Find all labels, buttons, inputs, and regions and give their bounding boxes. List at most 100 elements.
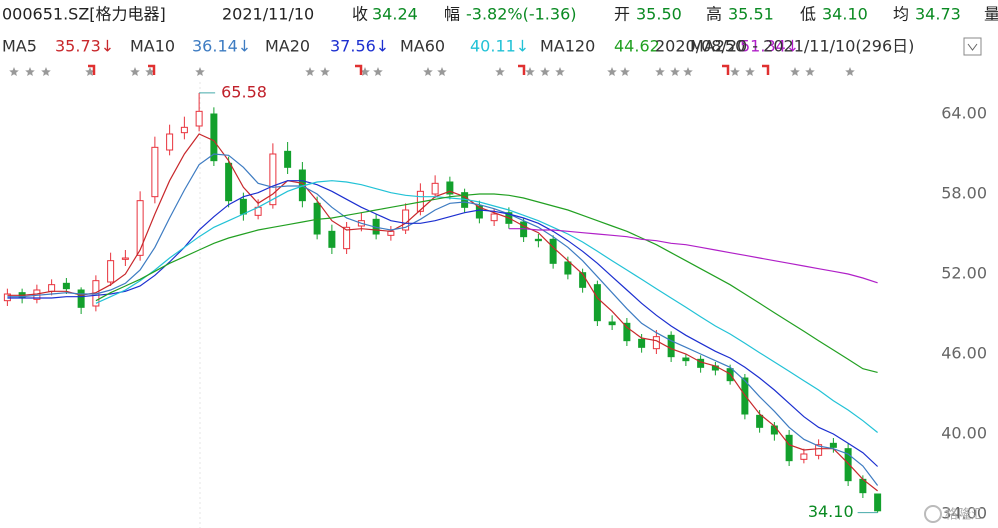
signal-star	[305, 67, 315, 76]
y-tick-label: 52.00	[941, 264, 987, 283]
candle-body	[195, 110, 203, 127]
candle-body	[107, 260, 115, 283]
legend-value: 36.14↓	[192, 37, 251, 56]
legend-value: 40.11↓	[470, 37, 529, 56]
y-tick-label: 46.00	[941, 344, 987, 363]
candle-body	[564, 261, 572, 275]
legend-name: MA60	[400, 37, 445, 56]
ma-line	[508, 228, 878, 284]
quote-label: 开	[614, 5, 630, 24]
legend-value: 44.62	[614, 37, 660, 56]
legend-name: MA20	[265, 37, 310, 56]
candle-body	[593, 284, 601, 322]
signal-star	[805, 67, 815, 76]
signal-star	[555, 67, 565, 76]
legend-value: 37.56↓	[330, 37, 389, 56]
signal-star	[525, 67, 535, 76]
candle-body	[756, 414, 764, 428]
ma-line	[95, 180, 878, 433]
candle-body	[667, 334, 675, 358]
signal-star	[130, 67, 140, 76]
candle-body	[770, 425, 778, 435]
plot-area: 64.00 58.00 52.00 46.00 40.00 34.00 65.58 34.10	[3, 82, 987, 523]
date: 2021/11/10	[222, 5, 314, 24]
candle-body	[210, 113, 218, 162]
candle-body	[623, 322, 631, 342]
candle-body	[3, 293, 11, 302]
candle-body	[446, 181, 454, 195]
candle-body	[225, 162, 233, 202]
candle-body	[239, 198, 247, 215]
signal-star	[540, 67, 550, 76]
y-tick-label: 64.00	[941, 104, 987, 123]
legend-name: MA250	[690, 37, 745, 56]
quote-items: 收 34.24 幅 -3.82%(-1.36) 开 35.50 高 35.51 低 34.10 均 3…	[352, 5, 961, 24]
watermark-icon	[924, 505, 942, 523]
quote-label: 低	[800, 5, 816, 24]
signal-star	[195, 67, 205, 76]
signal-star	[745, 67, 755, 76]
candle-body	[844, 448, 852, 482]
legend-name: MA10	[130, 37, 175, 56]
quote-label: 均	[893, 5, 909, 24]
candle-body	[387, 230, 395, 236]
candle-body	[284, 150, 292, 168]
candle-body	[534, 238, 542, 242]
volume-label: 量	[984, 5, 998, 24]
candle-body	[652, 336, 660, 350]
legend-name: MA120	[540, 37, 595, 56]
signal-star	[25, 67, 35, 76]
quote-label: 高	[706, 5, 722, 24]
legend-value: 51.34↓	[740, 37, 799, 56]
annotation: 65.58	[221, 82, 267, 101]
candle-body	[48, 284, 56, 292]
candle-body	[77, 289, 85, 308]
candle-body	[785, 434, 793, 462]
ma-line	[95, 193, 878, 373]
legend: MA5 35.73↓ MA10 36.14↓ MA20 37.56↓ MA60 40.11↓ M…	[2, 37, 799, 56]
signal-star	[360, 67, 370, 76]
signal-star	[620, 67, 630, 76]
annotation: 34.10	[808, 502, 854, 521]
signal-star	[145, 67, 155, 76]
signal-star	[655, 67, 665, 76]
signal-star	[85, 67, 95, 76]
signal-star	[437, 67, 447, 76]
candle-body	[608, 321, 616, 326]
candle-body	[180, 126, 188, 134]
dropdown[interactable]	[963, 37, 982, 56]
ma-line	[7, 133, 878, 492]
candle-body	[682, 357, 690, 362]
signal-star	[9, 67, 19, 76]
signal-star	[41, 67, 51, 76]
quote-value: 35.50	[636, 5, 682, 24]
candle-body	[328, 230, 336, 248]
watermark: 格隆汇	[945, 507, 984, 523]
y-tick-label: 40.00	[941, 424, 987, 443]
candle-body	[431, 182, 439, 195]
candle-body	[874, 493, 882, 512]
quote-label: 幅	[444, 5, 460, 24]
legend-value: 35.73↓	[55, 37, 114, 56]
signal-star	[730, 67, 740, 76]
y-tick-label: 58.00	[941, 184, 987, 203]
signal-flag	[762, 64, 770, 75]
signal-flag	[722, 64, 730, 75]
signal-star	[845, 67, 855, 76]
candle-body	[800, 453, 808, 460]
candle-body	[62, 282, 70, 290]
y-tick-label: 34.00	[941, 504, 987, 523]
candle-body	[136, 200, 144, 256]
candle-body	[549, 238, 557, 264]
legend-name: MA5	[2, 37, 37, 56]
candle-body	[269, 153, 277, 206]
signal-flag	[88, 64, 96, 75]
quote-value: 35.51	[728, 5, 774, 24]
signal-row	[9, 64, 855, 76]
signal-star	[683, 67, 693, 76]
quote-label: 收	[352, 5, 368, 24]
candle-body	[815, 444, 823, 456]
candle-body	[121, 257, 129, 260]
candle-body	[166, 133, 174, 151]
signal-star	[670, 67, 680, 76]
